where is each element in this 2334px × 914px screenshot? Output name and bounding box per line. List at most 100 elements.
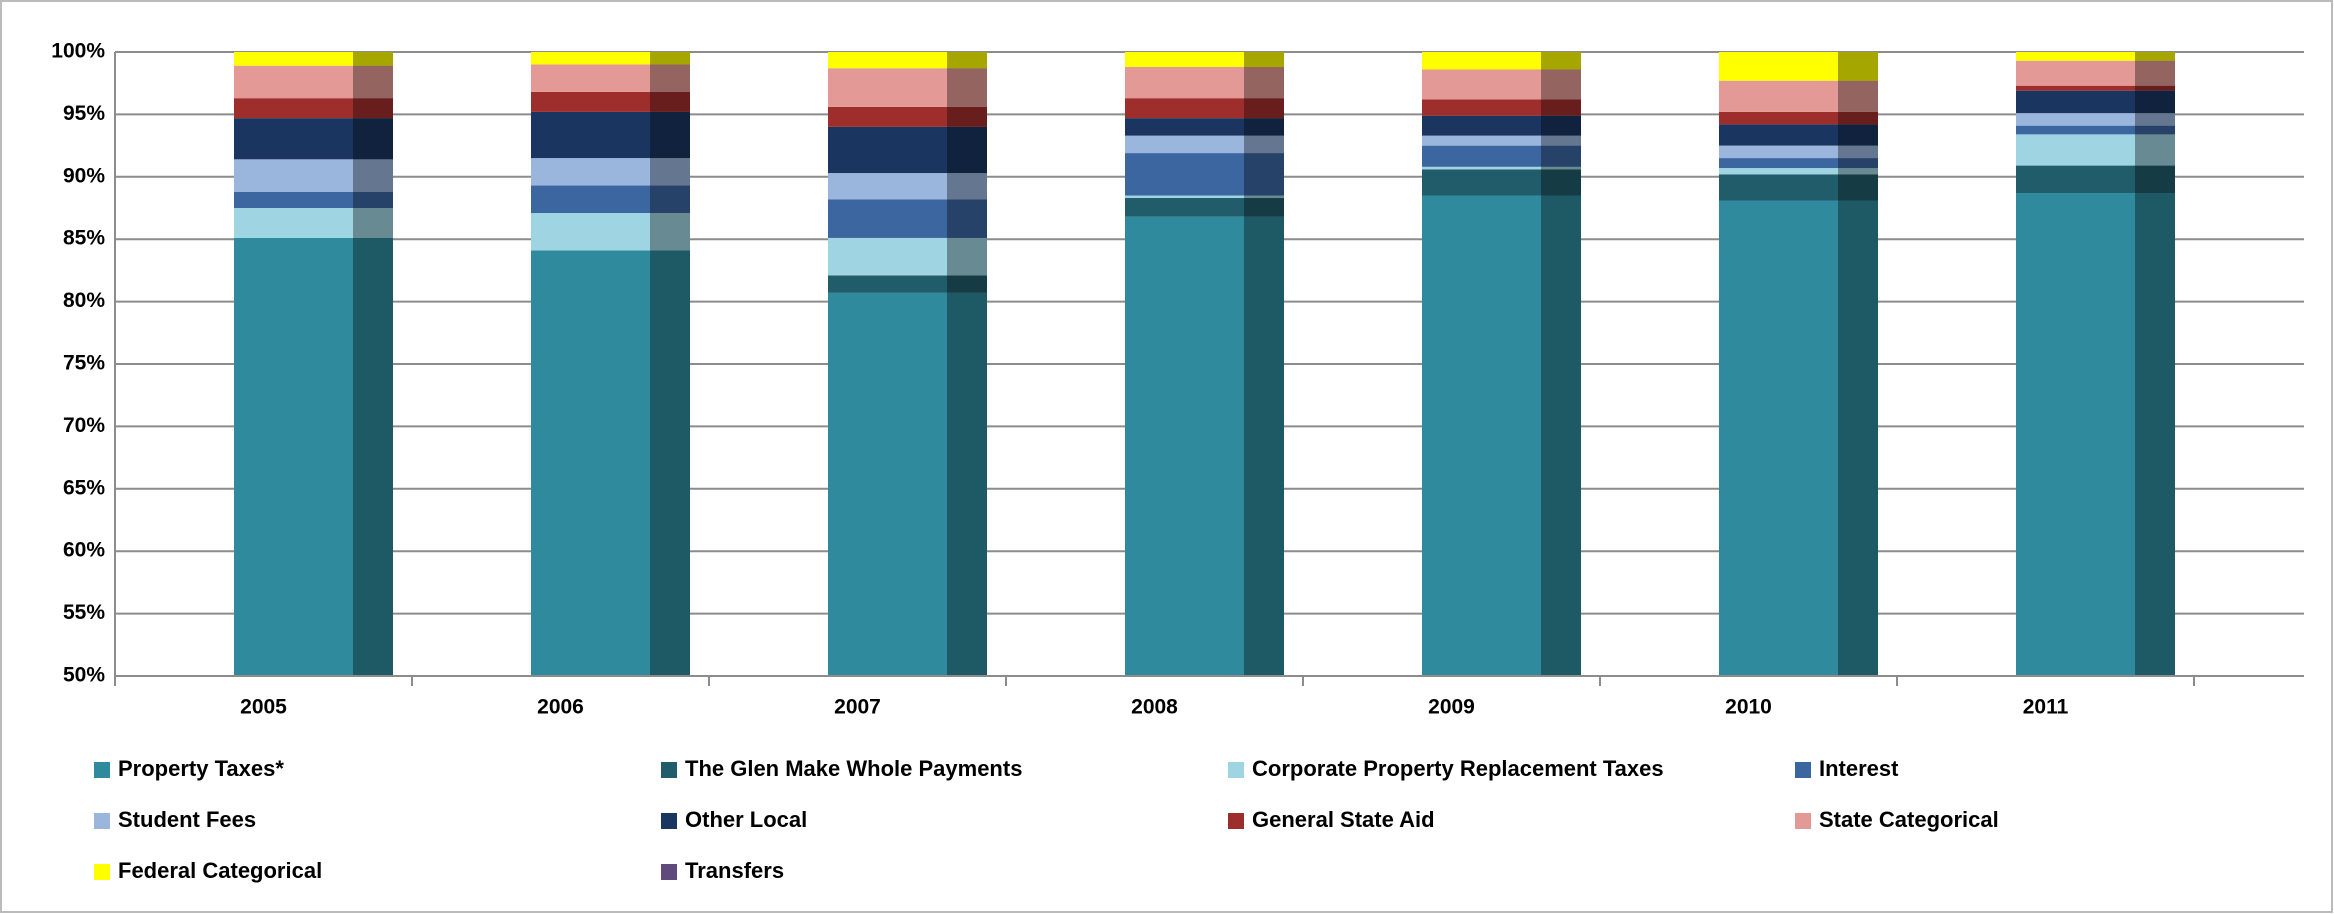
bar-segment [828,237,947,276]
bar-segment [234,65,353,99]
bar-shade [2135,52,2175,676]
legend-swatch [1795,762,1811,778]
legend-swatch [1228,813,1244,829]
y-tick-label: 65% [63,476,105,499]
bar-segment [2016,52,2135,61]
bar-segment [2016,60,2135,86]
y-tick-label: 95% [63,102,105,125]
bar-segment-side [1541,99,1581,116]
bar-shade [353,52,393,676]
bar-segment [828,292,947,676]
legend-label: Federal Categorical [118,858,322,883]
bar-segment [531,158,650,186]
bar-segment-side [1244,118,1284,136]
bar-segment-side [2135,52,2175,61]
bar-segment-side [650,185,690,213]
bar-segment [1422,145,1541,167]
bar-segment-side [650,158,690,186]
bar-segment [1719,174,1838,201]
legend-label: State Categorical [1819,807,1999,832]
x-tick-label: 2007 [834,696,881,719]
bar-segment [828,52,947,69]
bar-segment [1422,135,1541,146]
legend-label: Corporate Property Replacement Taxes [1252,756,1664,781]
bar-segment-side [1541,52,1581,70]
y-tick-label: 50% [63,664,105,687]
bar-segment [1125,118,1244,136]
bar-segment-side [1244,52,1284,67]
x-tick-label: 2005 [240,696,287,719]
bar-segment [1719,124,1838,146]
bar-segment [2016,90,2135,114]
bar-segment [1422,52,1541,70]
bar-segment [828,199,947,238]
bar-segment [1422,115,1541,136]
bar-segment [1719,80,1838,112]
bar-segment-side [1244,216,1284,676]
bar-segment-side [650,91,690,112]
bar-segment [234,159,353,192]
bar-segment [828,275,947,293]
bar-segment [531,250,650,676]
bar-segment-side [2135,113,2175,126]
bar-segment [531,111,650,159]
x-tick-label: 2009 [1428,696,1475,719]
legend-swatch [661,864,677,880]
bar-segment-side [1541,145,1581,167]
legend-swatch [94,762,110,778]
bar-segment [1719,52,1838,81]
bar-shade [947,52,987,676]
bar-segment [234,98,353,119]
bar-segment-side [353,52,393,66]
bar-segment-side [2135,85,2175,91]
bar-segment-side [2135,165,2175,194]
bar-segment-side [1838,174,1878,201]
legend-label: Interest [1819,756,1899,781]
bar-segment [828,106,947,127]
bar-segment-side [650,212,690,251]
bar-segment [2016,165,2135,194]
bar-shade [1244,52,1284,676]
legend-label: The Glen Make Whole Payments [685,756,1022,781]
bar-segment [828,173,947,200]
bar-segment-side [1541,195,1581,676]
bar-segment [1719,111,1838,125]
bar-segment-side [1541,135,1581,146]
y-tick-label: 60% [63,539,105,562]
bar-segment [531,91,650,112]
y-tick-label: 70% [63,414,105,437]
bar-segment [1422,166,1541,170]
bar-segment [1422,99,1541,116]
legend-swatch [1228,762,1244,778]
bar-segment [1125,52,1244,67]
bar-segment [2016,125,2135,135]
bar-segment [1422,169,1541,196]
bar-segment [531,212,650,251]
bar-segment [1125,195,1244,199]
legend-swatch [661,813,677,829]
bar-segment [234,52,353,66]
bar-segment [234,191,353,208]
bar-segment [1125,153,1244,196]
bar-segment-side [1244,195,1284,199]
bar-segment [828,126,947,174]
bar-segment [1719,200,1838,676]
x-tick-label: 2011 [2023,696,2069,719]
bar-shade [1541,52,1581,676]
bar-shade [1838,52,1878,676]
bar-segment-side [650,64,690,92]
y-tick-label: 90% [63,164,105,187]
bar-segment [828,68,947,107]
x-tick-label: 2010 [1725,696,1772,719]
legend-label: Other Local [685,807,807,832]
bar-shade [650,52,690,676]
legend-label: Transfers [685,858,784,883]
bar-segment-side [2135,125,2175,135]
bar-segment-side [947,106,987,127]
bar-segment-side [2135,90,2175,114]
bar-segment-side [1244,98,1284,119]
bar-segment-side [353,65,393,99]
bar-segment-side [1838,52,1878,81]
bar-segment-side [353,237,393,676]
